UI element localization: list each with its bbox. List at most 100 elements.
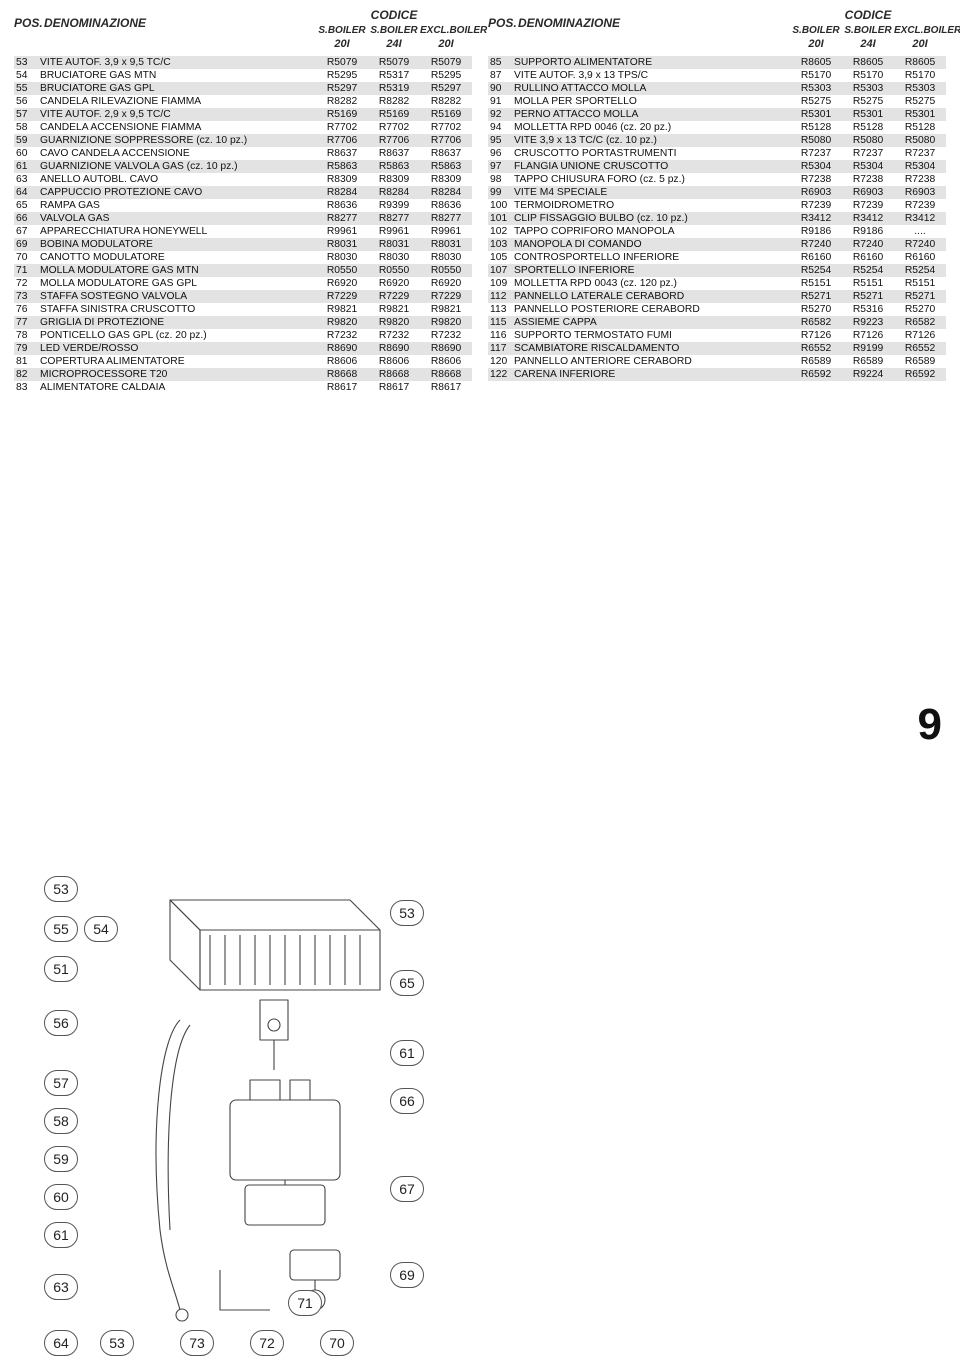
cell-code: R6582: [790, 316, 842, 329]
table-row: 54BRUCIATORE GAS MTNR5295R5317R5295: [14, 69, 472, 82]
cell-code: R5316: [842, 303, 894, 316]
callout-71: 71: [288, 1290, 322, 1316]
page-number: 9: [918, 700, 942, 750]
header-sub1-2: EXCL.BOILER: [420, 25, 472, 36]
cell-code: R8282: [368, 95, 420, 108]
table-row: 72MOLLA MODULATORE GAS GPLR6920R6920R692…: [14, 277, 472, 290]
table-row: 60CAVO CANDELA ACCENSIONER8637R8637R8637: [14, 147, 472, 160]
header-codice: CODICE: [790, 8, 946, 22]
cell-code: R9961: [368, 225, 420, 238]
callout-59: 59: [44, 1146, 78, 1172]
cell-denom: STAFFA SOSTEGNO VALVOLA: [38, 290, 316, 303]
callout-73: 73: [180, 1330, 214, 1356]
table-row: 73STAFFA SOSTEGNO VALVOLAR7229R7229R7229: [14, 290, 472, 303]
cell-denom: CANOTTO MODULATORE: [38, 251, 316, 264]
cell-pos: 79: [14, 342, 38, 355]
cell-code: R8636: [420, 199, 472, 212]
header-sub1-0: S.BOILER: [790, 25, 842, 36]
table-row: 90RULLINO ATTACCO MOLLAR5303R5303R5303: [488, 82, 946, 95]
cell-code: R8690: [420, 342, 472, 355]
table-row: 92PERNO ATTACCO MOLLAR5301R5301R5301: [488, 108, 946, 121]
cell-code: R5080: [790, 134, 842, 147]
cell-code: R7702: [316, 121, 368, 134]
cell-code: R8605: [790, 56, 842, 69]
cell-denom: GUARNIZIONE VALVOLA GAS (cz. 10 pz.): [38, 160, 316, 173]
right-column: POS. DENOMINAZIONE CODICE S.BOILER S.BOI…: [488, 8, 946, 394]
cell-code: R5297: [420, 82, 472, 95]
cell-denom: MICROPROCESSORE T20: [38, 368, 316, 381]
cell-pos: 77: [14, 316, 38, 329]
cell-code: R5254: [842, 264, 894, 277]
cell-code: R8606: [368, 355, 420, 368]
cell-code: R6920: [420, 277, 472, 290]
cell-code: R8606: [420, 355, 472, 368]
cell-denom: MOLLA MODULATORE GAS MTN: [38, 264, 316, 277]
table-row: 77GRIGLIA DI PROTEZIONER9820R9820R9820: [14, 316, 472, 329]
cell-denom: BRUCIATORE GAS GPL: [38, 82, 316, 95]
cell-denom: CLIP FISSAGGIO BULBO (cz. 10 pz.): [512, 212, 790, 225]
callout-56: 56: [44, 1010, 78, 1036]
cell-code: R8277: [316, 212, 368, 225]
cell-code: ....: [894, 225, 946, 238]
table-row: 101CLIP FISSAGGIO BULBO (cz. 10 pz.)R341…: [488, 212, 946, 225]
callout-64: 64: [44, 1330, 78, 1356]
table-row: 56CANDELA RILEVAZIONE FIAMMAR8282R8282R8…: [14, 95, 472, 108]
cell-code: R5254: [790, 264, 842, 277]
cell-code: R5304: [790, 160, 842, 173]
cell-code: R8277: [420, 212, 472, 225]
cell-code: R7232: [368, 329, 420, 342]
cell-code: R5271: [842, 290, 894, 303]
cell-code: R7232: [420, 329, 472, 342]
cell-code: R5151: [790, 277, 842, 290]
cell-code: R5128: [790, 121, 842, 134]
cell-denom: PANNELLO ANTERIORE CERABORD: [512, 355, 790, 368]
table-row: 112PANNELLO LATERALE CERABORDR5271R5271R…: [488, 290, 946, 303]
cell-code: R8690: [316, 342, 368, 355]
cell-pos: 96: [488, 147, 512, 160]
cell-pos: 94: [488, 121, 512, 134]
cell-code: R8031: [316, 238, 368, 251]
cell-code: R5170: [894, 69, 946, 82]
cell-pos: 87: [488, 69, 512, 82]
header-codes: CODICE S.BOILER S.BOILER EXCL.BOILER 20I…: [790, 8, 946, 52]
header-denom: DENOMINAZIONE: [44, 16, 316, 52]
table-row: 87VITE AUTOF. 3,9 x 13 TPS/CR5170R5170R5…: [488, 69, 946, 82]
cell-pos: 99: [488, 186, 512, 199]
cell-code: R9820: [316, 316, 368, 329]
cell-code: R7229: [316, 290, 368, 303]
cell-code: R8284: [316, 186, 368, 199]
cell-code: R0550: [316, 264, 368, 277]
cell-code: R5301: [790, 108, 842, 121]
callout-67: 67: [390, 1176, 424, 1202]
cell-denom: VITE M4 SPECIALE: [512, 186, 790, 199]
callout-63: 63: [44, 1274, 78, 1300]
cell-code: R8668: [420, 368, 472, 381]
cell-pos: 70: [14, 251, 38, 264]
cell-code: R9961: [420, 225, 472, 238]
header-denom: DENOMINAZIONE: [518, 16, 790, 52]
cell-code: R7238: [842, 173, 894, 186]
cell-code: R8031: [420, 238, 472, 251]
cell-code: R5270: [894, 303, 946, 316]
cell-pos: 102: [488, 225, 512, 238]
cell-code: R8282: [420, 95, 472, 108]
cell-code: R8284: [368, 186, 420, 199]
table-row: 58CANDELA ACCENSIONE FIAMMAR7702R7702R77…: [14, 121, 472, 134]
cell-code: R8617: [420, 381, 472, 394]
cell-denom: ANELLO AUTOBL. CAVO: [38, 173, 316, 186]
cell-code: R5128: [842, 121, 894, 134]
cell-code: R5270: [790, 303, 842, 316]
cell-denom: LED VERDE/ROSSO: [38, 342, 316, 355]
table-row: 94MOLLETTA RPD 0046 (cz. 20 pz.)R5128R51…: [488, 121, 946, 134]
cell-code: R7126: [842, 329, 894, 342]
cell-pos: 95: [488, 134, 512, 147]
callout-53: 53: [100, 1330, 134, 1356]
callout-65: 65: [390, 970, 424, 996]
cell-denom: VITE AUTOF. 3,9 x 9,5 TC/C: [38, 56, 316, 69]
header-codice: CODICE: [316, 8, 472, 22]
header-sub1: S.BOILER S.BOILER EXCL.BOILER: [790, 25, 946, 36]
table-row: 82MICROPROCESSORE T20R8668R8668R8668: [14, 368, 472, 381]
table-row: 116SUPPORTO TERMOSTATO FUMIR7126R7126R71…: [488, 329, 946, 342]
cell-pos: 65: [14, 199, 38, 212]
table-row: 83ALIMENTATORE CALDAIAR8617R8617R8617: [14, 381, 472, 394]
